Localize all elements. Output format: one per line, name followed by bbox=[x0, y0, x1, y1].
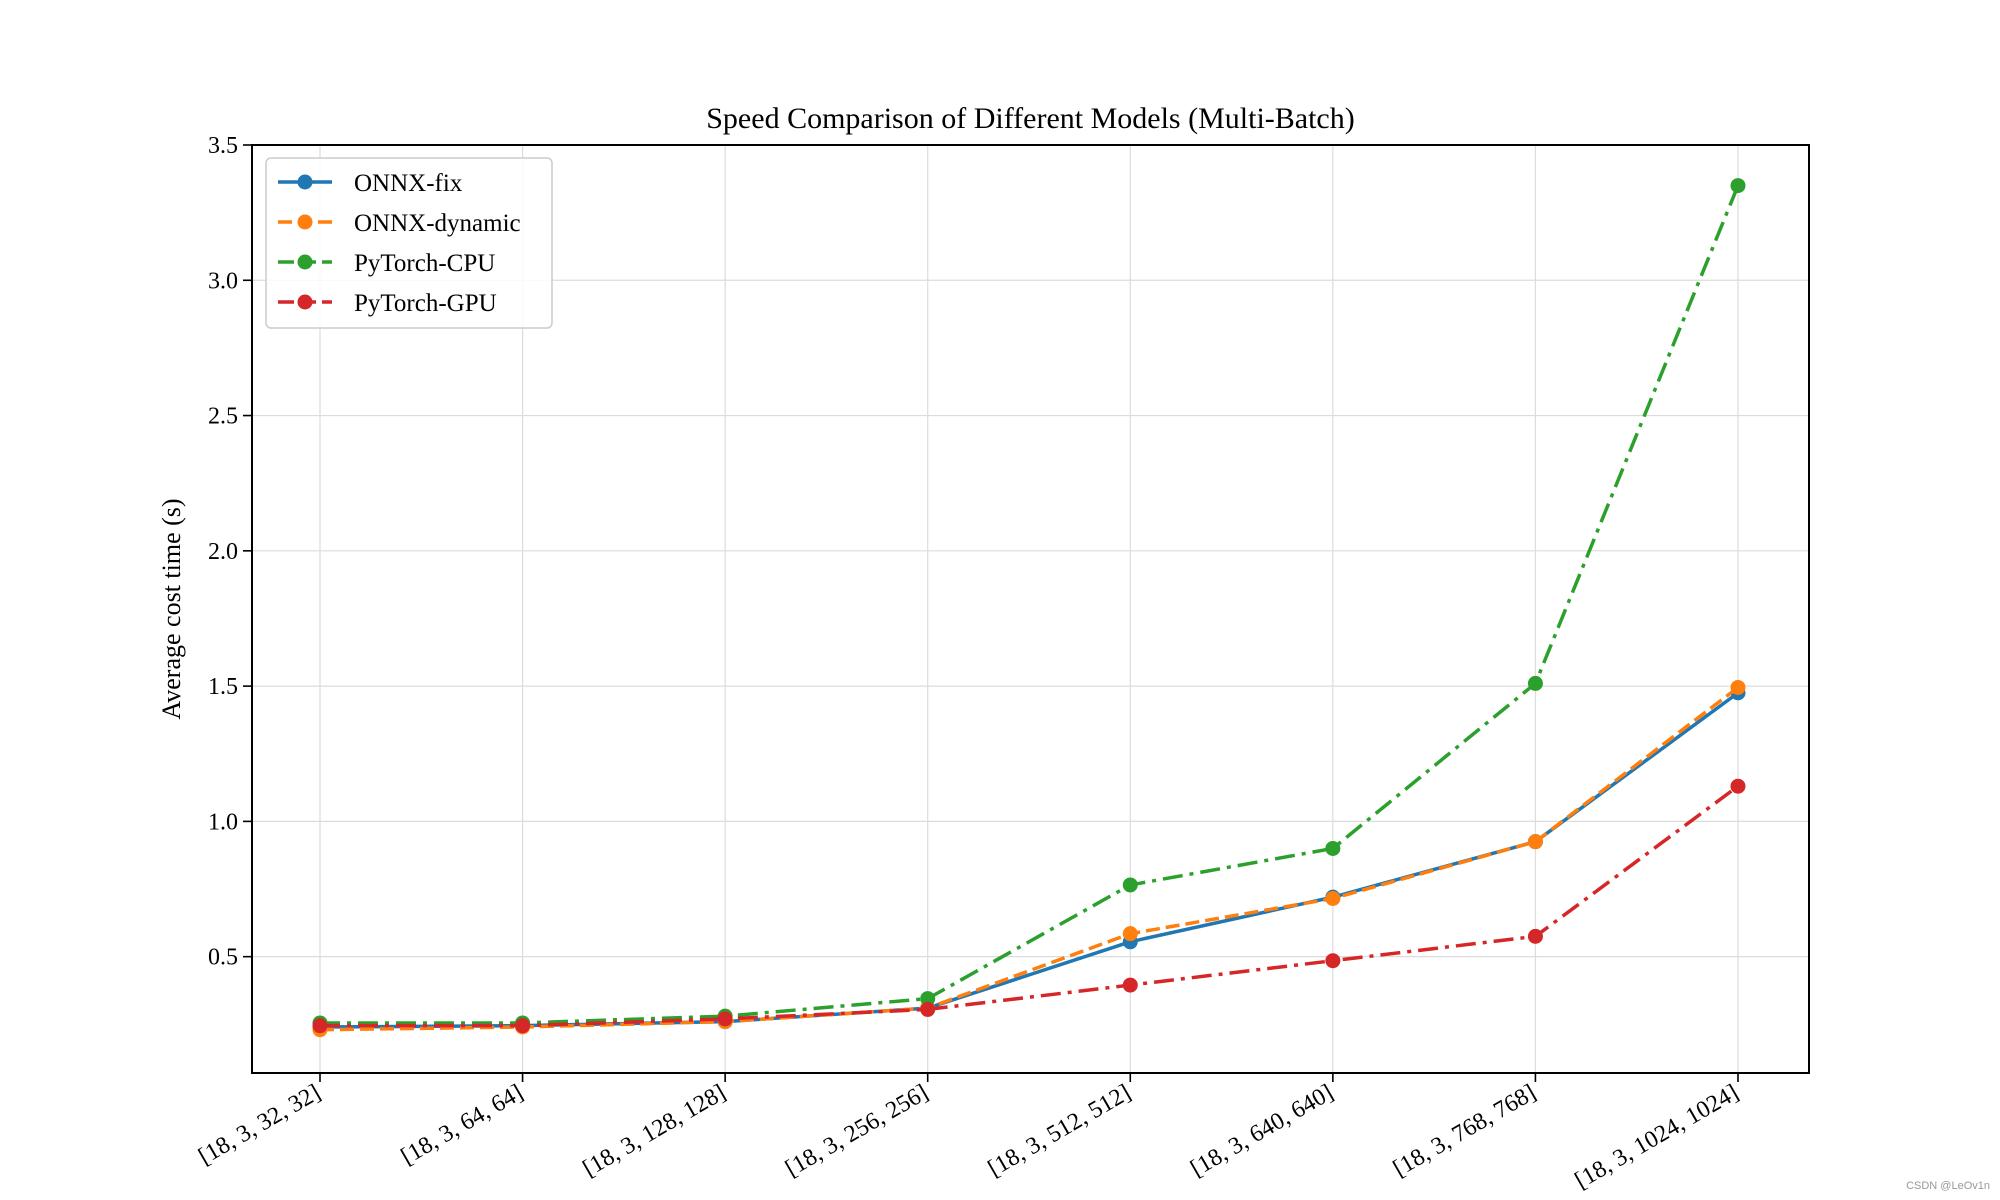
data-point-pytorch-gpu bbox=[1325, 953, 1341, 969]
legend-marker-onnx-dynamic bbox=[297, 214, 313, 230]
data-point-pytorch-gpu bbox=[1527, 928, 1543, 944]
series-line-pytorch-gpu bbox=[320, 784, 1740, 1028]
data-point-pytorch-gpu bbox=[1730, 778, 1746, 794]
legend-label-onnx-fix: ONNX-fix bbox=[354, 170, 463, 197]
series-layer bbox=[312, 178, 1746, 1038]
y-axis-label: Average cost time (s) bbox=[157, 498, 186, 719]
data-point-onnx-dynamic bbox=[1527, 834, 1543, 850]
data-point-pytorch-gpu bbox=[717, 1011, 733, 1027]
data-point-pytorch-cpu bbox=[1730, 178, 1746, 194]
data-point-pytorch-gpu bbox=[515, 1018, 531, 1034]
x-tick-label: [18, 3, 64, 64] bbox=[397, 1080, 528, 1171]
chart-title: Speed Comparison of Different Models (Mu… bbox=[706, 102, 1355, 135]
data-point-pytorch-cpu bbox=[920, 991, 936, 1007]
series-onnx-dynamic bbox=[312, 679, 1746, 1038]
legend-marker-onnx-fix bbox=[297, 174, 313, 190]
series-line-pytorch-cpu bbox=[320, 184, 1740, 1025]
data-point-pytorch-cpu bbox=[1325, 840, 1341, 856]
legend-box bbox=[265, 157, 553, 329]
y-tick-label: 0.5 bbox=[208, 945, 238, 971]
x-tick-label: [18, 3, 128, 128] bbox=[579, 1080, 731, 1183]
y-tick-label: 3.5 bbox=[208, 133, 238, 159]
series-line-onnx-fix bbox=[319, 691, 1740, 1029]
legend-label-pytorch-cpu: PyTorch-CPU bbox=[354, 250, 495, 277]
legend-label-pytorch-gpu: PyTorch-GPU bbox=[354, 290, 497, 317]
data-point-pytorch-cpu bbox=[1527, 675, 1543, 691]
plot-area bbox=[251, 144, 1810, 1074]
y-tick-label: 1.0 bbox=[208, 809, 238, 835]
data-point-pytorch-cpu bbox=[1122, 877, 1138, 893]
legend: ONNX-fix ONNX-dynamic PyTorch-CPU PyTorch-G… bbox=[265, 157, 553, 329]
data-point-onnx-dynamic bbox=[1122, 926, 1138, 942]
legend-marker-pytorch-gpu bbox=[297, 294, 313, 310]
data-point-pytorch-gpu bbox=[312, 1018, 328, 1034]
y-tick-label: 3.0 bbox=[208, 268, 238, 294]
legend-marker-pytorch-cpu bbox=[297, 254, 313, 270]
y-tick-label: 2.5 bbox=[208, 404, 238, 430]
series-onnx-fix bbox=[312, 685, 1746, 1035]
series-pytorch-gpu bbox=[312, 778, 1746, 1034]
x-tick-label: [18, 3, 1024, 1024] bbox=[1571, 1080, 1743, 1195]
grid bbox=[252, 144, 1809, 1073]
data-point-pytorch-gpu bbox=[920, 1001, 936, 1017]
legend-label-onnx-dynamic: ONNX-dynamic bbox=[354, 210, 521, 237]
y-tick-label: 2.0 bbox=[208, 539, 238, 565]
series-line-onnx-dynamic bbox=[319, 686, 1740, 1032]
watermark: CSDN @LeOv1n bbox=[1906, 1180, 1990, 1192]
x-tick-label: [18, 3, 32, 32] bbox=[194, 1080, 325, 1171]
x-tick-label: [18, 3, 640, 640] bbox=[1186, 1080, 1338, 1183]
data-point-onnx-dynamic bbox=[1730, 679, 1746, 695]
data-point-onnx-dynamic bbox=[1325, 890, 1341, 906]
x-tick-label: [18, 3, 512, 512] bbox=[984, 1080, 1136, 1183]
x-tick-label: [18, 3, 256, 256] bbox=[781, 1080, 933, 1183]
y-tick-label: 1.5 bbox=[208, 674, 238, 700]
data-point-pytorch-gpu bbox=[1122, 977, 1138, 993]
x-tick-label: [18, 3, 768, 768] bbox=[1389, 1080, 1541, 1183]
